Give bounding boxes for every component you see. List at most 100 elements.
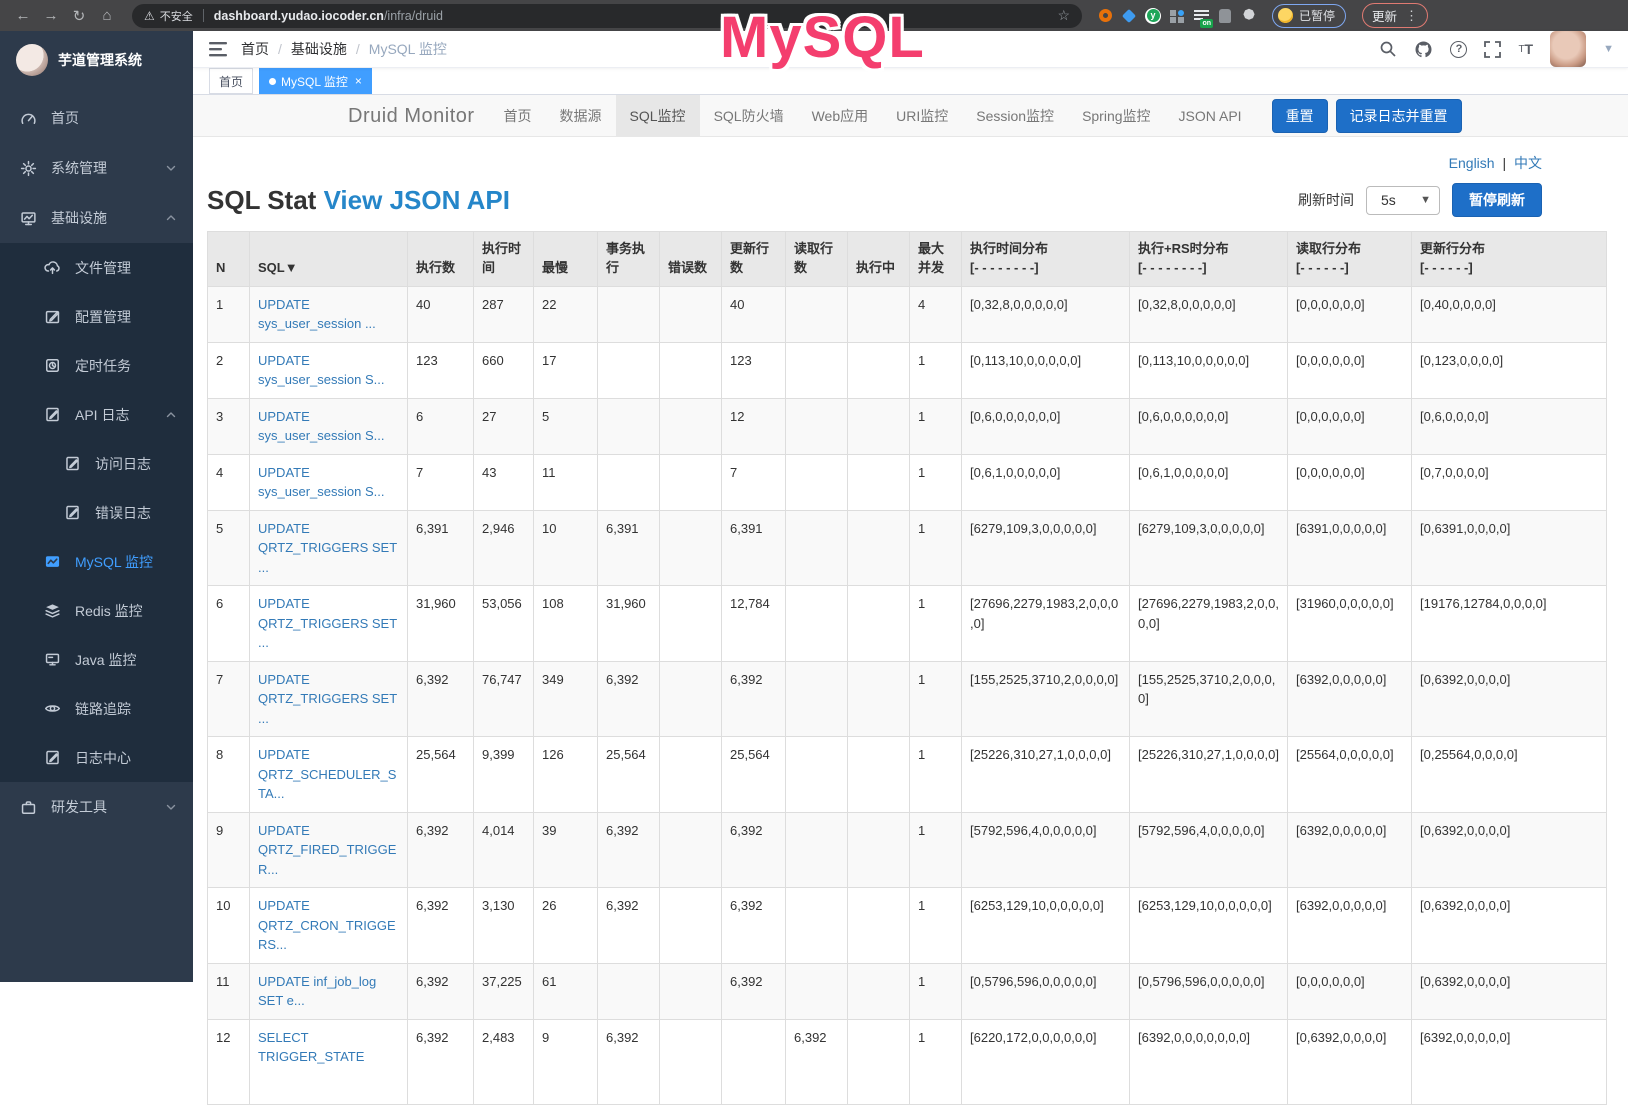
update-label: 更新 xyxy=(1372,10,1398,24)
tab-close-icon[interactable]: × xyxy=(354,74,362,88)
sidebar-item[interactable]: 错误日志 xyxy=(0,488,193,537)
cell: 6 xyxy=(207,585,250,662)
sidebar-item[interactable]: 访问日志 xyxy=(0,439,193,488)
sql-link[interactable]: UPDATE QRTZ_FIRED_TRIGGER... xyxy=(258,822,397,877)
sidebar-item[interactable]: 配置管理 xyxy=(0,292,193,341)
cell: 1 xyxy=(909,1018,962,1105)
cell: [0,0,0,0,0,0] xyxy=(1287,285,1412,343)
cell xyxy=(659,285,722,343)
sidebar-item[interactable]: 链路追踪 xyxy=(0,684,193,733)
sidebar-item[interactable]: 文件管理 xyxy=(0,243,193,292)
sql-link[interactable]: UPDATE sys_user_session ... xyxy=(258,296,376,332)
sql-link[interactable]: UPDATE QRTZ_TRIGGERS SET ... xyxy=(258,596,397,651)
home-icon[interactable]: ⌂ xyxy=(102,7,112,24)
warning-triangle-icon: ⚠ xyxy=(144,8,155,23)
extension-gem-icon[interactable] xyxy=(1120,7,1138,25)
pause-refresh-button[interactable]: 暂停刷新 xyxy=(1452,183,1542,217)
sql-link[interactable]: UPDATE QRTZ_CRON_TRIGGERS... xyxy=(258,898,396,953)
forward-icon[interactable]: → xyxy=(43,7,59,24)
help-icon[interactable]: ? xyxy=(1450,40,1468,58)
search-icon[interactable] xyxy=(1379,40,1397,58)
extension-blob-icon[interactable] xyxy=(1216,7,1234,25)
extension-squares-icon[interactable] xyxy=(1168,7,1186,25)
sql-link[interactable]: SELECT TRIGGER_STATE xyxy=(258,1029,365,1065)
column-header: 错误数 xyxy=(659,231,722,287)
tab[interactable]: MySQL 监控 × xyxy=(259,68,372,94)
sidebar-item[interactable]: Redis 监控 xyxy=(0,586,193,635)
sidebar-item[interactable]: 基础设施 xyxy=(0,193,193,243)
cell: [0,0,0,0,0,0] xyxy=(1287,341,1412,399)
reset-button[interactable]: 重置 xyxy=(1271,98,1328,133)
cell: 37,225 xyxy=(473,962,534,1020)
cell: 6,391 xyxy=(597,509,660,587)
sidebar-item[interactable]: MySQL 监控 xyxy=(0,537,193,586)
cell: 27 xyxy=(473,397,534,455)
extensions-puzzle-icon[interactable]: ⯄ xyxy=(1243,7,1255,23)
sidebar-item[interactable]: 系统管理 xyxy=(0,143,193,193)
breadcrumb: 首页 / 基础设施 / MySQL 监控 xyxy=(241,39,447,59)
reload-icon[interactable]: ↻ xyxy=(72,7,86,25)
druid-nav-item[interactable]: Web应用 xyxy=(811,108,869,124)
security-warning[interactable]: ⚠ 不安全 xyxy=(144,8,193,24)
user-avatar[interactable] xyxy=(1550,31,1587,67)
cell: 6,392 xyxy=(407,962,474,1020)
sidebar-item[interactable]: 定时任务 xyxy=(0,341,193,390)
lang-english-link[interactable]: English xyxy=(1448,155,1495,171)
sidebar-item[interactable]: API 日志 xyxy=(0,390,193,439)
tab[interactable]: 首页 xyxy=(209,68,254,94)
sql-link[interactable]: UPDATE QRTZ_TRIGGERS SET ... xyxy=(258,671,397,726)
cell: 6,392 xyxy=(597,811,660,889)
address-bar[interactable]: ⚠ 不安全 dashboard.yudao.iocoder.cn/infra/d… xyxy=(132,3,1082,28)
sql-link[interactable]: UPDATE sys_user_session S... xyxy=(258,408,385,444)
column-header[interactable]: SQL▼ xyxy=(249,231,408,287)
druid-nav-item[interactable]: SQL监控 xyxy=(615,95,700,136)
cell: 9 xyxy=(207,811,250,889)
profile-paused-pill[interactable]: 已暂停 xyxy=(1272,3,1347,28)
sql-link[interactable]: UPDATE QRTZ_TRIGGERS SET ... xyxy=(258,520,397,575)
cell: [155,2525,3710,2,0,0,0,0] xyxy=(1129,660,1288,738)
sql-link[interactable]: UPDATE inf_job_log SET e... xyxy=(258,973,377,1009)
cell: 26 xyxy=(533,887,598,964)
breadcrumb-item[interactable]: 首页 xyxy=(241,41,269,57)
cell xyxy=(847,811,910,889)
bookmark-star-icon[interactable]: ☆ xyxy=(1057,7,1070,23)
cell xyxy=(785,453,848,511)
sidebar-item[interactable]: 日志中心 xyxy=(0,733,193,782)
cell xyxy=(659,453,722,511)
browser-update-button[interactable]: 更新 ⋮ xyxy=(1362,3,1429,28)
log-and-reset-button[interactable]: 记录日志并重置 xyxy=(1335,98,1462,133)
sql-link[interactable]: UPDATE sys_user_session S... xyxy=(258,352,385,388)
fullscreen-icon[interactable] xyxy=(1484,40,1502,58)
cell: 349 xyxy=(533,660,598,738)
back-icon[interactable]: ← xyxy=(15,7,31,24)
refresh-interval-select[interactable]: 5s ▼ xyxy=(1366,185,1440,215)
brand-logo-avatar xyxy=(16,44,48,76)
breadcrumb-item[interactable]: 基础设施 xyxy=(290,41,347,57)
sidebar-item-label: 链路追踪 xyxy=(75,700,131,717)
github-icon[interactable] xyxy=(1414,40,1433,59)
extension-green-icon[interactable]: y xyxy=(1144,7,1162,25)
druid-nav-item[interactable]: Session监控 xyxy=(976,108,1055,124)
druid-nav-item[interactable]: JSON API xyxy=(1178,108,1242,124)
sidebar-item[interactable]: Java 监控 xyxy=(0,635,193,684)
sql-link[interactable]: UPDATE QRTZ_SCHEDULER_STA... xyxy=(258,747,397,802)
api-log-icon xyxy=(44,406,61,423)
druid-nav-item[interactable]: SQL防火墙 xyxy=(713,108,784,124)
druid-nav-item[interactable]: URI监控 xyxy=(896,108,949,124)
hamburger-icon[interactable] xyxy=(193,41,241,57)
druid-nav-item[interactable]: Spring监控 xyxy=(1082,108,1151,124)
druid-nav-item[interactable]: 数据源 xyxy=(559,108,602,124)
druid-nav-item[interactable]: 首页 xyxy=(503,108,532,124)
extension-list-icon[interactable]: on xyxy=(1192,7,1213,28)
view-json-api-link[interactable]: View JSON API xyxy=(323,184,510,215)
extension-orange-icon[interactable] xyxy=(1096,7,1114,25)
sidebar-item[interactable]: 首页 xyxy=(0,93,193,143)
lang-chinese-link[interactable]: 中文 xyxy=(1514,155,1542,171)
cell: 6,391 xyxy=(721,509,786,587)
caret-down-icon[interactable]: ▼ xyxy=(1603,43,1614,55)
sidebar-item[interactable]: 研发工具 xyxy=(0,782,193,832)
cell: 9 xyxy=(533,1018,598,1105)
sql-link[interactable]: UPDATE sys_user_session S... xyxy=(258,464,385,500)
column-header: 最慢 xyxy=(533,231,598,287)
